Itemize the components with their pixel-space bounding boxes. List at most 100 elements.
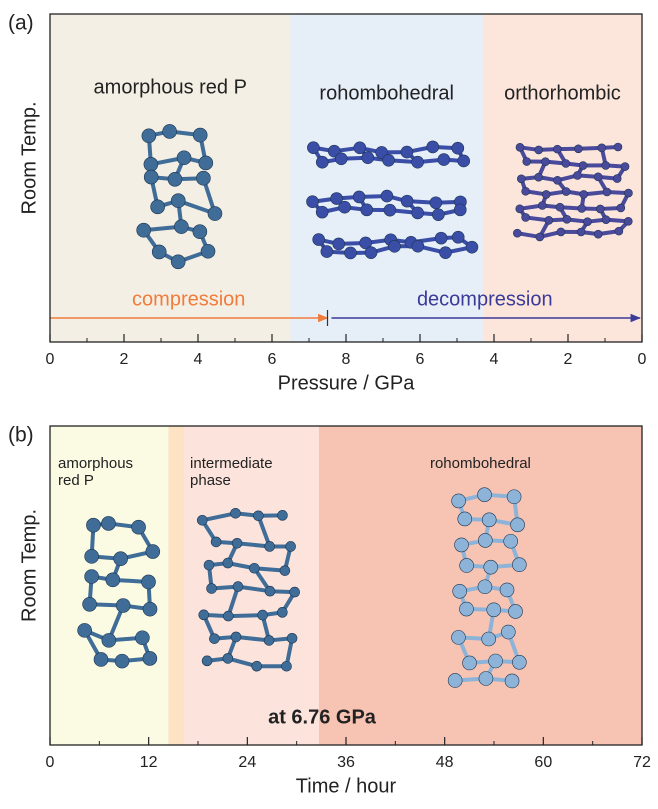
atom	[500, 583, 514, 597]
atom	[223, 653, 233, 663]
x-tick-label: 0	[46, 754, 55, 771]
atom	[594, 230, 602, 238]
atom	[448, 673, 462, 687]
atom	[86, 518, 100, 532]
x-tick-label: 2	[120, 351, 129, 368]
atom	[501, 625, 515, 639]
atom	[615, 227, 623, 235]
atom	[412, 240, 424, 252]
atom	[365, 247, 377, 259]
x-tick-label: 4	[490, 351, 499, 368]
atom	[523, 158, 531, 166]
atom	[401, 195, 413, 207]
atom	[287, 633, 297, 643]
atom	[484, 560, 498, 574]
atom	[264, 635, 274, 645]
region-label: rohombohedral	[430, 455, 531, 472]
atom	[517, 175, 525, 183]
figure: amorphous red Prohombohedralorthorhombic…	[0, 0, 658, 809]
atom	[223, 558, 233, 568]
atom	[94, 652, 108, 666]
arrow-label: decompression	[417, 288, 553, 310]
atom	[116, 599, 130, 613]
atom	[208, 207, 222, 221]
atom	[174, 220, 188, 234]
atom	[132, 520, 146, 534]
atom	[478, 580, 492, 594]
atom	[458, 155, 470, 167]
atom	[258, 610, 268, 620]
atom	[482, 513, 496, 527]
atom	[114, 552, 128, 566]
atom	[144, 170, 158, 184]
x-tick-label: 2	[564, 351, 573, 368]
atom	[557, 228, 565, 236]
atom	[489, 654, 503, 668]
x-tick-label: 0	[638, 351, 647, 368]
atom	[199, 610, 209, 620]
x-tick-label: 48	[436, 754, 454, 771]
atom	[487, 603, 501, 617]
atom	[209, 634, 219, 644]
atom	[542, 190, 550, 198]
region-label: intermediate	[190, 455, 273, 472]
phase-region	[168, 426, 184, 745]
atom	[231, 508, 241, 518]
atom	[578, 204, 586, 212]
atom	[545, 216, 553, 224]
x-tick-label: 6	[416, 351, 425, 368]
atom	[458, 512, 472, 526]
atom	[541, 158, 549, 166]
atom	[478, 533, 492, 547]
x-tick-label: 0	[46, 351, 55, 368]
atom	[335, 153, 347, 165]
atom	[201, 244, 215, 258]
panel-label: (a)	[8, 12, 34, 35]
atom	[516, 143, 524, 151]
x-tick-label: 6	[268, 351, 277, 368]
atom	[249, 563, 259, 573]
atom	[316, 156, 328, 168]
atom	[451, 630, 465, 644]
atom	[553, 145, 561, 153]
atom	[168, 172, 182, 186]
atom	[196, 171, 210, 185]
atom	[282, 661, 292, 671]
atom	[381, 190, 393, 202]
atom	[321, 246, 333, 258]
atom	[142, 129, 156, 143]
atom	[603, 188, 611, 196]
atom	[232, 538, 242, 548]
atom	[307, 142, 319, 154]
atom	[143, 602, 157, 616]
atom	[613, 175, 621, 183]
atom	[171, 255, 185, 269]
atom	[202, 656, 212, 666]
atom	[78, 623, 92, 637]
panel-label: (b)	[8, 424, 34, 447]
atom	[233, 582, 243, 592]
atom	[452, 231, 464, 243]
atom	[313, 234, 325, 246]
atom	[535, 173, 543, 181]
atom	[624, 189, 632, 197]
atom	[412, 207, 424, 219]
atom	[522, 213, 530, 221]
atom	[344, 247, 356, 259]
atom	[207, 584, 217, 594]
atom	[286, 541, 296, 551]
x-tick-label: 24	[238, 754, 256, 771]
atom	[535, 146, 543, 154]
atom	[401, 146, 413, 158]
atom	[316, 206, 328, 218]
atom	[511, 518, 525, 532]
atom	[454, 204, 466, 216]
atom	[463, 656, 477, 670]
atom	[265, 586, 275, 596]
region-label: orthorhombic	[504, 82, 621, 104]
atom	[602, 161, 610, 169]
atom	[353, 191, 365, 203]
atom	[252, 661, 262, 671]
atom	[580, 190, 588, 198]
atom	[193, 225, 207, 239]
